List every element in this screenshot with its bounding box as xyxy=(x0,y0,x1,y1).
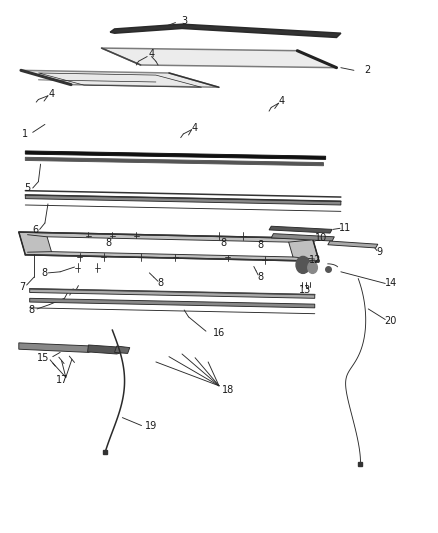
Text: 8: 8 xyxy=(257,240,263,251)
Polygon shape xyxy=(30,298,315,308)
Text: 4: 4 xyxy=(148,50,155,59)
Polygon shape xyxy=(30,289,315,298)
Text: 14: 14 xyxy=(385,278,397,288)
Text: 5: 5 xyxy=(25,183,31,193)
Polygon shape xyxy=(271,233,334,241)
Polygon shape xyxy=(115,346,130,353)
Polygon shape xyxy=(19,232,319,261)
Text: 4: 4 xyxy=(279,96,285,106)
Text: 3: 3 xyxy=(181,16,187,26)
Text: 10: 10 xyxy=(315,233,327,244)
Text: 6: 6 xyxy=(32,225,39,236)
Circle shape xyxy=(296,256,310,273)
Text: 7: 7 xyxy=(19,281,25,292)
Text: 8: 8 xyxy=(105,238,111,248)
Text: 13: 13 xyxy=(299,285,311,295)
Polygon shape xyxy=(88,345,122,354)
Polygon shape xyxy=(47,237,293,257)
Text: 9: 9 xyxy=(376,247,382,257)
Text: 8: 8 xyxy=(220,238,226,248)
Circle shape xyxy=(308,262,318,273)
Text: 18: 18 xyxy=(222,384,234,394)
Polygon shape xyxy=(19,343,95,352)
Text: 1: 1 xyxy=(22,129,28,139)
Text: 4: 4 xyxy=(192,123,198,133)
Text: 8: 8 xyxy=(28,305,34,315)
Text: 2: 2 xyxy=(364,66,370,75)
Text: 19: 19 xyxy=(145,421,158,431)
Polygon shape xyxy=(25,151,325,159)
Text: 11: 11 xyxy=(339,223,351,233)
Polygon shape xyxy=(269,226,332,233)
Polygon shape xyxy=(25,157,323,166)
Text: 8: 8 xyxy=(157,278,163,288)
Polygon shape xyxy=(328,241,378,248)
Text: 8: 8 xyxy=(257,272,263,282)
Text: 16: 16 xyxy=(213,328,225,338)
Polygon shape xyxy=(25,195,341,205)
Text: 12: 12 xyxy=(308,255,321,264)
Text: 20: 20 xyxy=(385,316,397,326)
Text: 17: 17 xyxy=(56,375,68,385)
Polygon shape xyxy=(110,24,341,37)
Text: 4: 4 xyxy=(48,88,54,99)
Text: 8: 8 xyxy=(41,268,47,278)
Polygon shape xyxy=(102,48,336,68)
Text: 15: 15 xyxy=(36,353,49,362)
Polygon shape xyxy=(21,70,219,87)
